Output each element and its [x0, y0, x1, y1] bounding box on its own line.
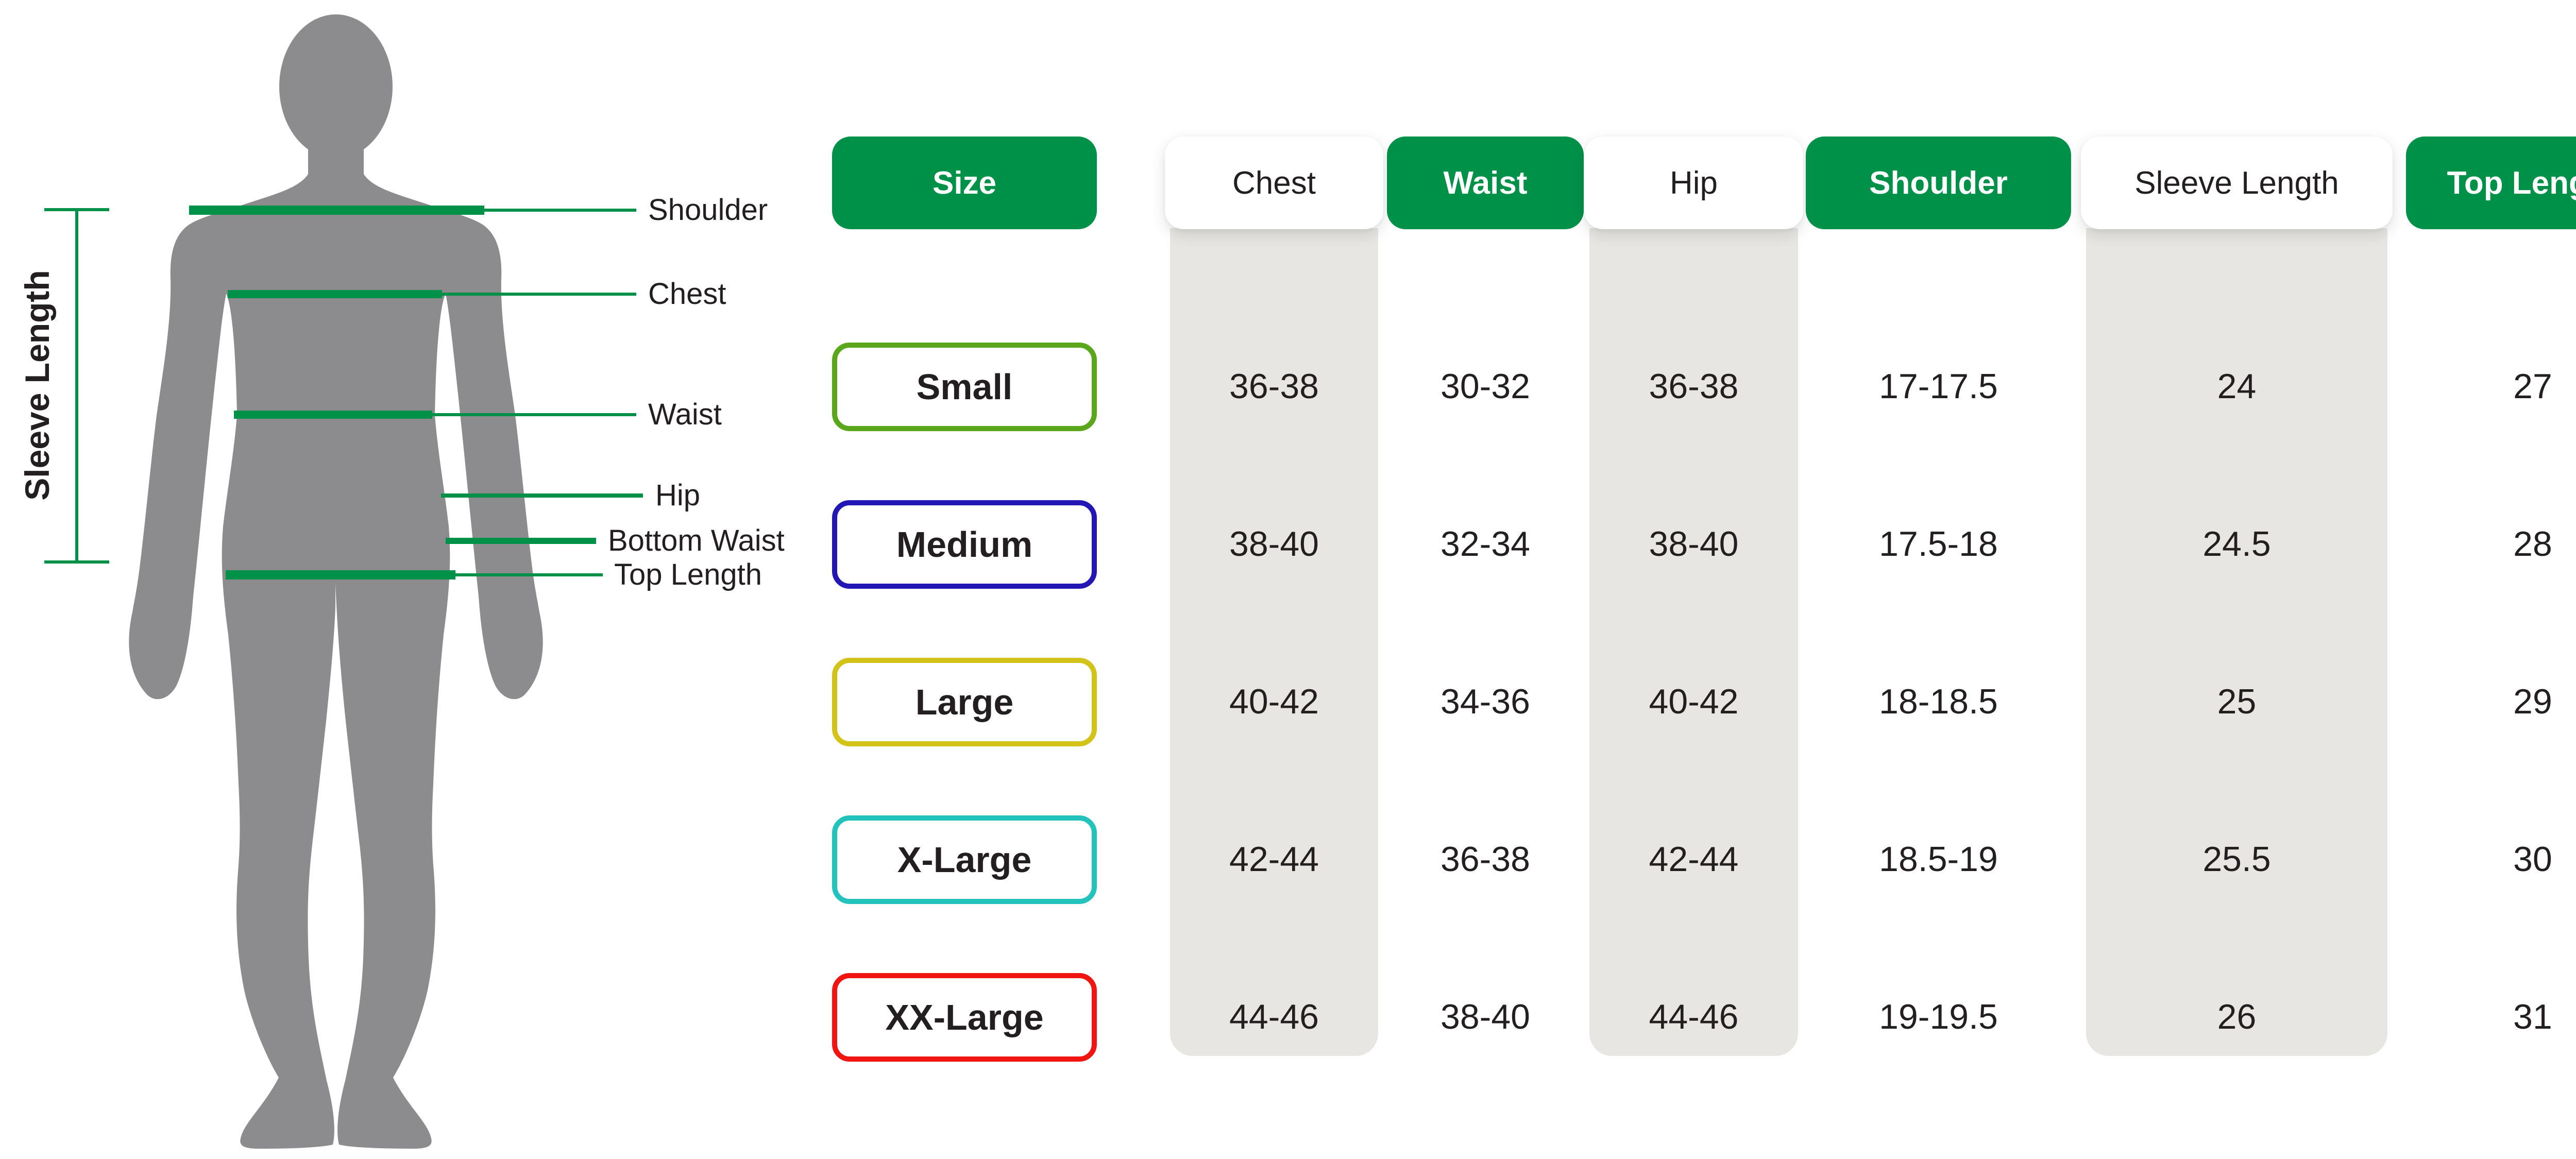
shoulder-pointer-line [482, 209, 636, 212]
column-header-top-length-label: Top Length [2447, 165, 2576, 201]
body-head [279, 14, 393, 159]
bottom-waist-label: Bottom Waist [608, 524, 785, 557]
chest-pointer-line [439, 293, 636, 296]
column-header-shoulder-label: Shoulder [1869, 165, 2008, 201]
column-header-sleeve-length-label: Sleeve Length [2134, 165, 2339, 201]
cell-large-shoulder: 18-18.5 [1879, 682, 1998, 721]
cell-small-chest: 36-38 [1229, 367, 1319, 406]
column-waist: Waist 30-32 32-34 34-36 36-38 38-40 [1387, 0, 1584, 1159]
cell-small-sleeve-length: 24 [2217, 367, 2257, 406]
cell-small-shoulder: 17-17.5 [1879, 367, 1998, 406]
cell-xlarge-sleeve-length: 25.5 [2202, 840, 2271, 879]
waist-pointer-line [430, 413, 636, 416]
top-length-pointer-line [453, 573, 603, 576]
body-silhouette [129, 14, 543, 1149]
cell-medium-chest: 38-40 [1229, 524, 1319, 564]
cell-xxlarge-shoulder: 19-19.5 [1879, 997, 1998, 1036]
column-header-hip: Hip [1584, 137, 1803, 229]
column-shoulder: Shoulder 17-17.5 17.5-18 18-18.5 18.5-19… [1806, 0, 2071, 1159]
cell-xlarge-chest: 42-44 [1229, 840, 1319, 879]
top-length-label: Top Length [614, 558, 762, 591]
body-torso-limbs [129, 135, 543, 1149]
cell-large-waist: 34-36 [1440, 682, 1530, 721]
column-size: Size Small Medium Large X-Large XX-Large [832, 0, 1097, 1159]
cell-small-hip: 36-38 [1649, 367, 1739, 406]
cell-large-top-length: 29 [2513, 682, 2552, 721]
top-length-measure-line [226, 570, 455, 580]
column-header-waist: Waist [1387, 137, 1584, 229]
column-header-hip-label: Hip [1669, 165, 1718, 201]
column-hip: Hip 36-38 38-40 40-42 42-44 44-46 [1584, 0, 1803, 1159]
column-header-waist-label: Waist [1443, 165, 1528, 201]
size-button-xlarge-label: X-Large [897, 840, 1032, 880]
sleeve-length-label: Sleeve Length [18, 270, 56, 501]
cell-xxlarge-top-length: 31 [2513, 997, 2552, 1036]
sleeve-ruler-vertical-line [75, 209, 78, 563]
cell-xlarge-top-length: 30 [2513, 840, 2552, 879]
column-header-chest: Chest [1165, 137, 1383, 229]
column-header-chest-label: Chest [1232, 165, 1316, 201]
cell-xlarge-hip: 42-44 [1649, 840, 1739, 879]
cell-medium-waist: 32-34 [1440, 524, 1530, 564]
waist-label: Waist [648, 398, 722, 431]
cell-small-waist: 30-32 [1440, 367, 1530, 406]
cell-xxlarge-chest: 44-46 [1229, 997, 1319, 1036]
size-button-small-label: Small [916, 367, 1013, 407]
cell-medium-shoulder: 17.5-18 [1879, 524, 1998, 564]
column-header-top-length: Top Length [2406, 137, 2576, 229]
chest-measure-line [228, 290, 442, 298]
cell-medium-hip: 38-40 [1649, 524, 1739, 564]
size-button-large[interactable]: Large [832, 658, 1097, 746]
shoulder-label: Shoulder [648, 193, 768, 227]
cell-medium-top-length: 28 [2513, 524, 2552, 564]
size-button-xxlarge-label: XX-Large [885, 997, 1044, 1037]
cell-small-top-length: 27 [2513, 367, 2552, 406]
size-button-large-label: Large [915, 682, 1014, 722]
cell-xxlarge-waist: 38-40 [1440, 997, 1530, 1036]
column-header-size-label: Size [932, 165, 997, 201]
column-top-length: Top Length 27 28 29 30 31 [2406, 0, 2576, 1159]
cell-large-chest: 40-42 [1229, 682, 1319, 721]
shoulder-measure-line [189, 206, 484, 215]
cell-xlarge-waist: 36-38 [1440, 840, 1530, 879]
column-header-size: Size [832, 137, 1097, 229]
column-band-chest [1170, 228, 1378, 1056]
cell-xxlarge-sleeve-length: 26 [2217, 997, 2257, 1036]
size-button-xxlarge[interactable]: XX-Large [832, 973, 1097, 1062]
chest-label: Chest [648, 277, 726, 311]
column-header-shoulder: Shoulder [1806, 137, 2071, 229]
size-button-medium-label: Medium [896, 524, 1033, 565]
cell-large-sleeve-length: 25 [2217, 682, 2257, 721]
waist-measure-line [234, 411, 432, 419]
size-button-xlarge[interactable]: X-Large [832, 815, 1097, 904]
bottom-waist-measure-line [446, 538, 596, 544]
body-measurement-diagram: Sleeve Length Shoulder Chest Waist Hip B… [0, 0, 835, 1159]
cell-xlarge-shoulder: 18.5-19 [1879, 840, 1998, 879]
hip-pointer-line [441, 493, 643, 498]
size-button-small[interactable]: Small [832, 343, 1097, 431]
column-band-sleeve-length [2086, 228, 2387, 1056]
cell-xxlarge-hip: 44-46 [1649, 997, 1739, 1036]
column-chest: Chest 36-38 38-40 40-42 42-44 44-46 [1165, 0, 1383, 1159]
column-band-hip [1589, 228, 1798, 1056]
size-button-medium[interactable]: Medium [832, 500, 1097, 589]
column-sleeve-length: Sleeve Length 24 24.5 25 25.5 26 [2081, 0, 2393, 1159]
hip-label: Hip [655, 479, 701, 512]
cell-large-hip: 40-42 [1649, 682, 1739, 721]
column-header-sleeve-length: Sleeve Length [2081, 137, 2393, 229]
sleeve-ruler-bottom-cap [44, 560, 109, 564]
cell-medium-sleeve-length: 24.5 [2202, 524, 2271, 564]
